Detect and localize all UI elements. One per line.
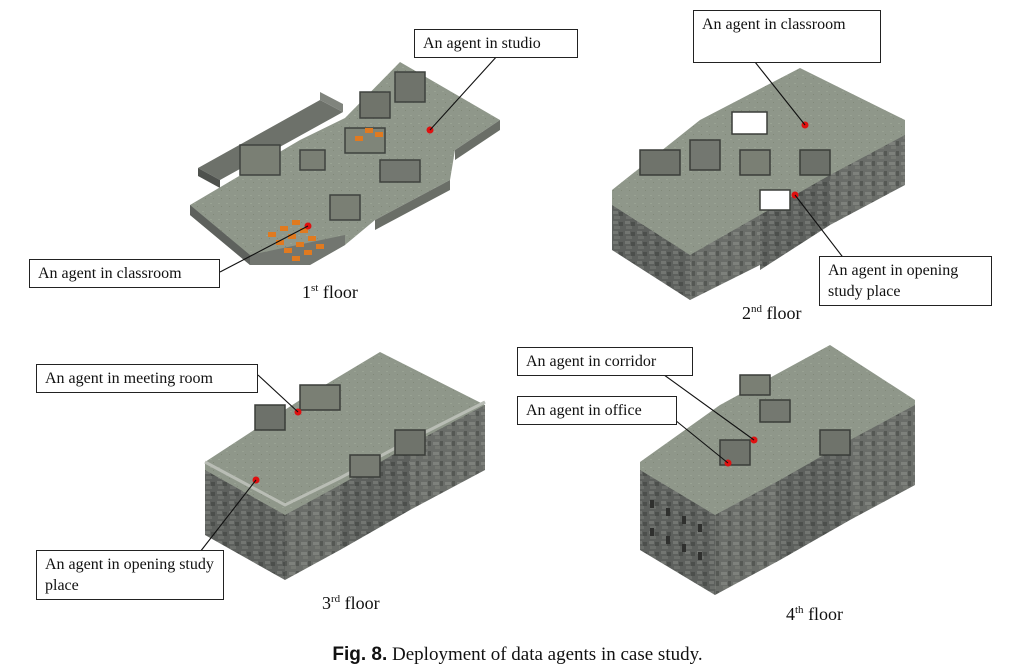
building-illustrations: [190, 54, 915, 595]
figure-number: Fig. 8.: [332, 644, 388, 665]
callout-text: An agent in corridor: [526, 353, 657, 370]
callout-meeting-room: An agent in meeting room: [36, 364, 258, 393]
callout-text: An agent in office: [526, 402, 642, 419]
floor-3-building: [199, 352, 486, 580]
callout-classroom-2f: An agent in classroom: [693, 10, 881, 63]
callout-opening-3f: An agent in opening study place: [36, 550, 224, 600]
callout-text: An agent in opening study place: [45, 556, 214, 594]
floor-label-4: 4th floor: [786, 604, 844, 624]
figure-caption: Fig. 8. Deployment of data agents in cas…: [0, 644, 1035, 666]
callout-text: An agent in classroom: [38, 265, 182, 282]
callout-text: An agent in meeting room: [45, 370, 213, 387]
floor-label-3: 3rd floor: [322, 593, 380, 613]
floor-1-building: [190, 54, 500, 273]
floor-label-1: 1st floor: [302, 282, 358, 302]
callout-studio: An agent in studio: [414, 29, 578, 58]
callout-text: An agent in classroom: [702, 16, 846, 33]
callout-text: An agent in opening study place: [828, 262, 959, 300]
floor-label-2: 2nd floor: [742, 303, 802, 323]
floor-4-building: [640, 345, 915, 595]
floor-2-building: [612, 61, 905, 300]
callout-opening-2f: An agent in opening study place: [819, 256, 992, 306]
callout-office: An agent in office: [517, 396, 677, 425]
callout-text: An agent in studio: [423, 35, 541, 52]
figure-caption-text: Deployment of data agents in case study.: [392, 644, 703, 665]
callout-corridor: An agent in corridor: [517, 347, 693, 376]
callout-classroom-1f: An agent in classroom: [29, 259, 220, 288]
